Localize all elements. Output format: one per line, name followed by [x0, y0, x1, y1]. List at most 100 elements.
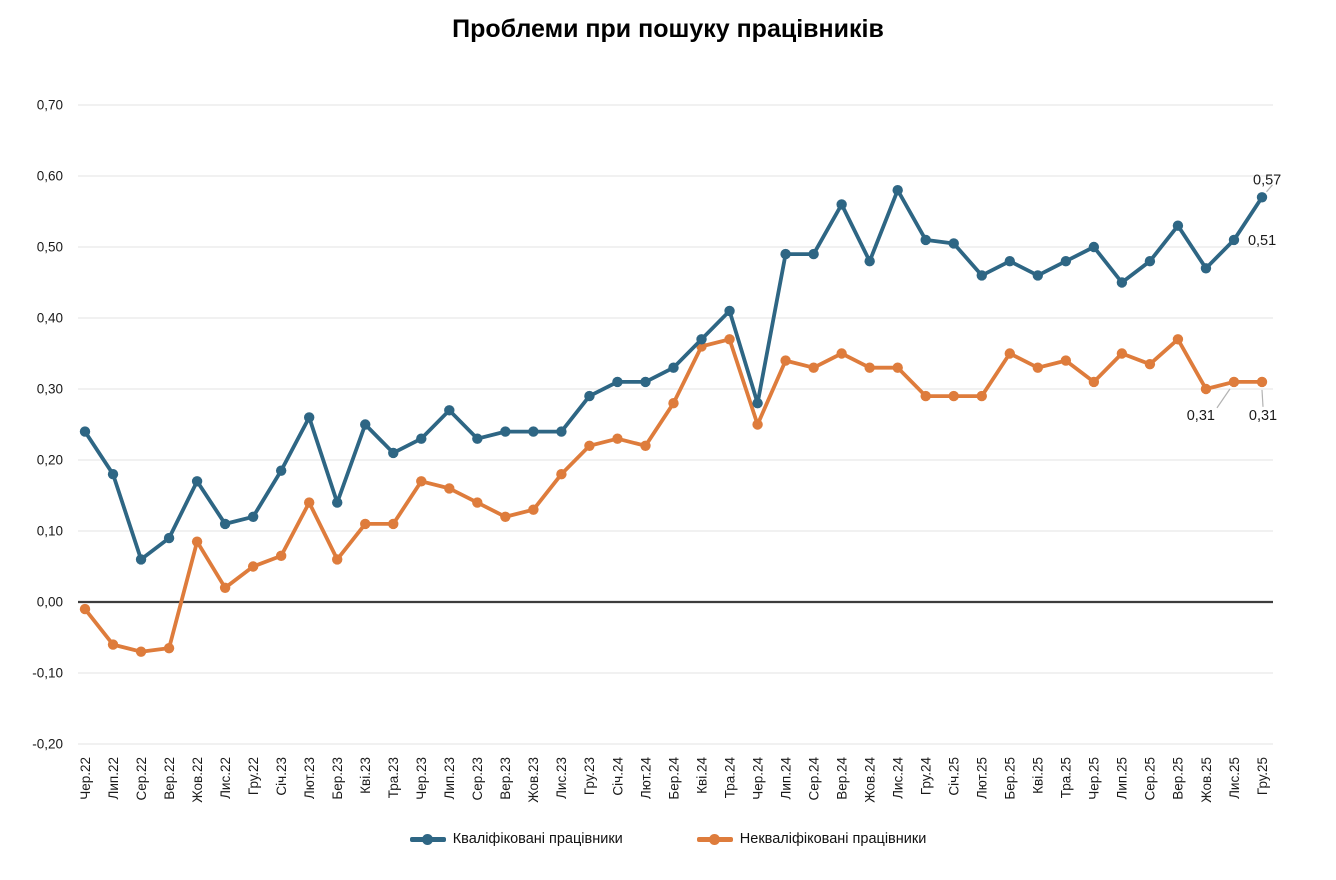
x-tick-label: Гру.25 — [1255, 757, 1270, 795]
x-tick-label: Жов.23 — [526, 757, 541, 803]
data-point-unskilled — [752, 419, 763, 430]
x-tick-label: Січ.24 — [610, 757, 625, 796]
y-tick-label: 0,50 — [37, 240, 63, 255]
data-point-unskilled — [528, 504, 539, 515]
data-point-skilled — [135, 554, 147, 565]
data-point-skilled — [556, 426, 567, 437]
data-point-skilled — [1116, 277, 1128, 288]
x-tick-label: Вер.23 — [498, 757, 513, 800]
y-tick-label: 0,60 — [37, 169, 63, 184]
y-tick-label: 0,20 — [37, 453, 63, 468]
x-tick-label: Лют.23 — [302, 757, 317, 799]
x-tick-label: Вер.22 — [162, 757, 177, 800]
x-tick-label: Гру.23 — [582, 757, 597, 795]
data-point-unskilled — [612, 433, 623, 444]
y-tick-label: 0,30 — [37, 382, 63, 397]
data-point-skilled — [1060, 256, 1072, 267]
x-tick-label: Жов.24 — [862, 757, 877, 803]
data-point-unskilled — [388, 518, 399, 530]
data-point-unskilled — [1228, 376, 1240, 388]
series-line-unskilled — [83, 337, 1264, 654]
data-point-skilled — [191, 476, 203, 487]
x-tick-label: Кві.24 — [694, 757, 709, 794]
data-point-unskilled — [1116, 348, 1128, 359]
data-point-unskilled — [219, 582, 231, 593]
data-point-skilled — [948, 238, 959, 249]
data-point-skilled — [388, 447, 399, 459]
series-skilled — [79, 185, 1268, 565]
data-point-skilled — [668, 362, 679, 373]
data-point-unskilled — [668, 398, 679, 409]
x-tick-label: Лют.25 — [975, 757, 990, 799]
y-tick-label: 0,40 — [37, 311, 63, 326]
data-point-skilled — [696, 334, 707, 345]
data-point-skilled — [1144, 256, 1156, 267]
x-tick-label: Сер.23 — [470, 757, 485, 801]
data-point-skilled — [360, 419, 371, 430]
data-point-skilled — [247, 511, 259, 522]
chart-title: Проблеми при пошуку працівників — [452, 15, 884, 43]
data-point-unskilled — [135, 646, 147, 657]
data-point-skilled — [444, 405, 455, 416]
data-point-unskilled — [948, 390, 959, 402]
data-point-skilled — [219, 518, 231, 530]
data-point-unskilled — [275, 550, 287, 562]
x-tick-label: Чер.25 — [1087, 757, 1102, 800]
legend-item-unskilled: Некваліфіковані працівники — [696, 831, 926, 847]
data-point-skilled — [275, 465, 287, 476]
x-tick-label: Гру.24 — [919, 757, 934, 796]
data-point-skilled — [1200, 263, 1212, 274]
data-point-skilled — [1256, 192, 1268, 203]
data-point-unskilled — [1172, 334, 1184, 345]
series-unskilled — [79, 334, 1268, 657]
x-tick-label: Лис.24 — [890, 757, 905, 799]
y-tick-label: -0,10 — [32, 666, 63, 681]
data-point-skilled — [640, 376, 651, 388]
data-point-unskilled — [1200, 383, 1212, 395]
data-point-skilled — [303, 412, 315, 423]
x-tick-label: Сер.24 — [806, 757, 821, 801]
data-point-skilled — [920, 234, 931, 246]
annotation-label: 0,57 — [1253, 172, 1281, 188]
x-tick-label: Лип.23 — [442, 757, 457, 799]
x-tick-label: Бер.25 — [1003, 757, 1018, 800]
x-tick-label: Лис.25 — [1227, 757, 1242, 799]
data-point-unskilled — [247, 561, 259, 572]
data-point-unskilled — [864, 362, 875, 373]
data-point-skilled — [892, 185, 903, 196]
data-point-skilled — [808, 248, 819, 260]
x-tick-label: Тра.23 — [386, 757, 401, 798]
y-axis-labels: 0,70 0,60 0,50 0,40 0,30 0,20 0,10 0,00 -0,10 -0,… — [32, 98, 63, 752]
x-tick-label: Сер.22 — [134, 757, 149, 801]
data-point-unskilled — [500, 511, 511, 522]
data-point-skilled — [1172, 220, 1184, 231]
x-tick-label: Жов.22 — [190, 757, 205, 803]
data-point-skilled — [864, 256, 875, 267]
x-tick-label: Кві.23 — [358, 757, 373, 794]
x-tick-label: Січ.23 — [274, 757, 289, 796]
data-point-unskilled — [416, 476, 427, 487]
data-point-skilled — [836, 199, 847, 210]
data-point-unskilled — [79, 603, 91, 615]
skilled-series-marker-icon — [409, 833, 446, 845]
data-point-unskilled — [332, 554, 343, 565]
data-point-unskilled — [191, 536, 203, 547]
x-tick-label: Бер.23 — [330, 757, 345, 800]
data-point-unskilled — [1060, 355, 1072, 366]
data-point-unskilled — [976, 390, 987, 402]
data-point-skilled — [780, 248, 791, 260]
x-tick-label: Кві.25 — [1031, 757, 1046, 794]
y-tick-label: 0,00 — [37, 595, 63, 610]
annotations: 0,57 0,51 0,31 0,31 — [1187, 172, 1281, 424]
data-point-unskilled — [556, 469, 567, 480]
data-point-skilled — [332, 497, 343, 508]
data-point-skilled — [472, 433, 483, 444]
x-tick-label: Тра.24 — [722, 757, 737, 799]
x-tick-label: Чер.24 — [750, 757, 765, 800]
data-point-unskilled — [584, 440, 595, 451]
legend: Кваліфіковані працівники Некваліфіковані… — [0, 831, 1336, 847]
data-point-skilled — [500, 426, 511, 437]
x-tick-label: Лют.24 — [638, 757, 653, 800]
